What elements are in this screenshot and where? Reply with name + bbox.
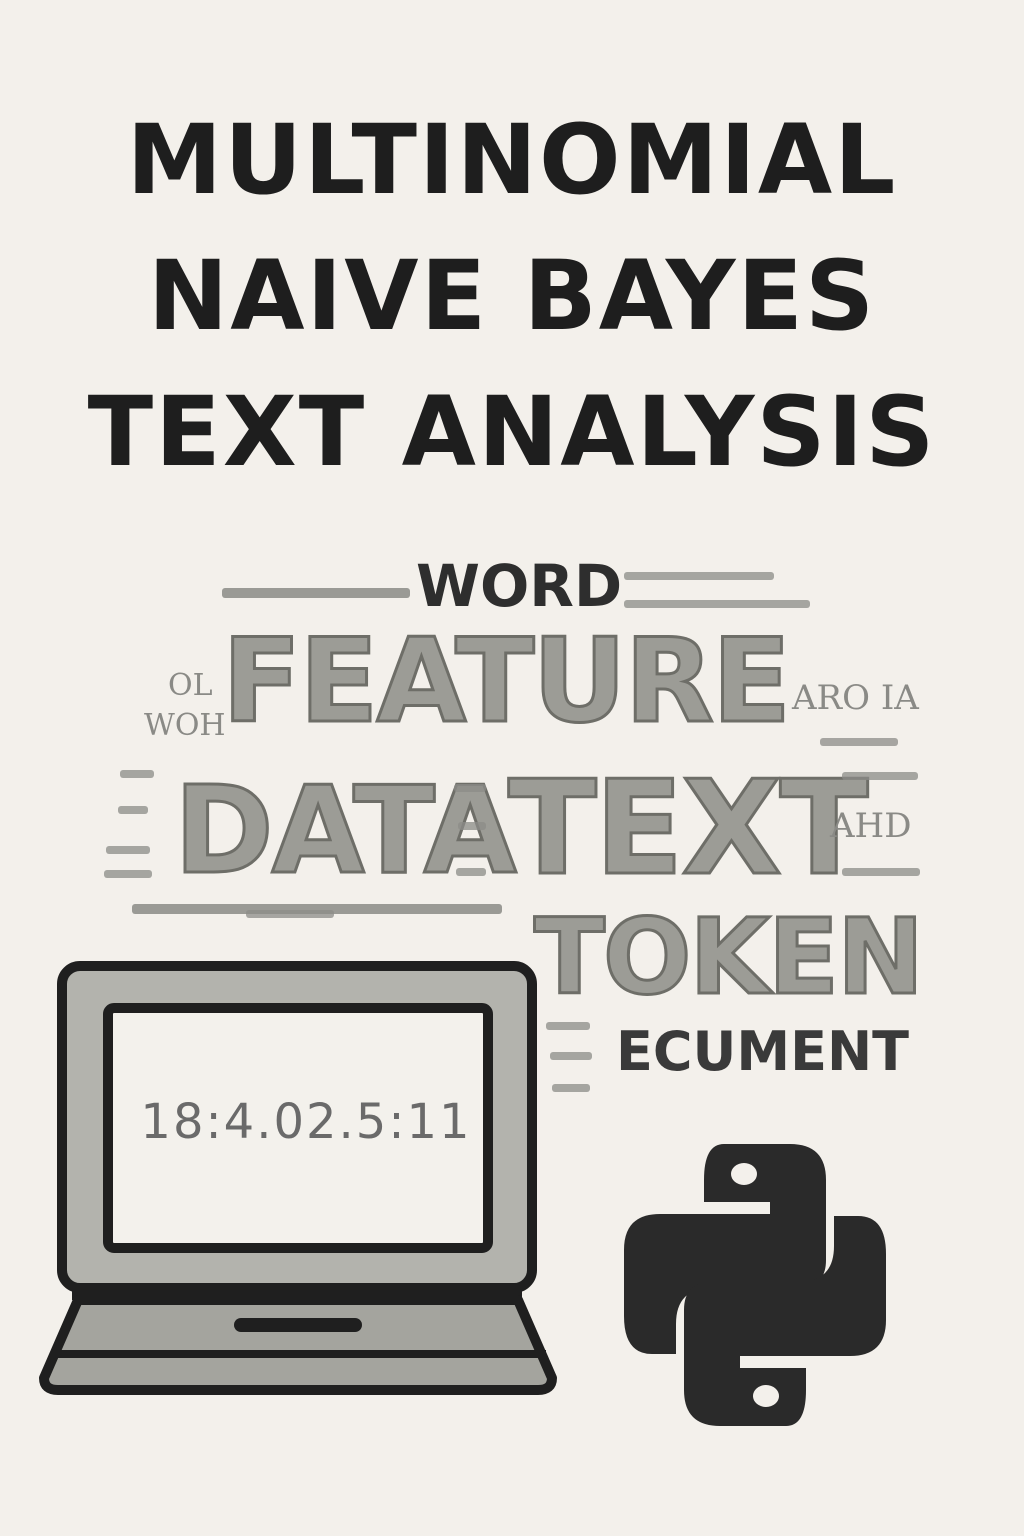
cloud-filler-marks [104, 572, 920, 1092]
cloud-word-text: TEXT [506, 751, 869, 906]
cloud-word-small-woh: WOH [144, 708, 226, 743]
cloud-word-small-ahd: AHD [830, 806, 912, 846]
laptop-icon [39, 961, 557, 1395]
title-line-2: NAIVE BAYES [147, 240, 877, 352]
title-line-3: TEXT ANALYSIS [87, 376, 937, 488]
page-title: MULTINOMIAL NAIVE BAYES TEXT ANALYSIS [0, 92, 1024, 500]
cloud-word-token: TOKEN [532, 895, 925, 1020]
cloud-word-small-ol: OL [168, 668, 213, 703]
cloud-word-small-aroia: ARO IA [792, 678, 919, 718]
title-line-1: MULTINOMIAL [126, 104, 898, 216]
cloud-word-word: WORD [416, 552, 623, 620]
laptop-screen-text: 18:4.02.5:11 [140, 1094, 472, 1150]
cloud-word-ecument: ECUMENT [616, 1020, 910, 1083]
python-logo-icon [624, 1144, 886, 1426]
cloud-word-feature: FEATURE [220, 613, 792, 751]
cloud-bar-top [222, 588, 410, 598]
cloud-bar-bottom [132, 904, 502, 914]
